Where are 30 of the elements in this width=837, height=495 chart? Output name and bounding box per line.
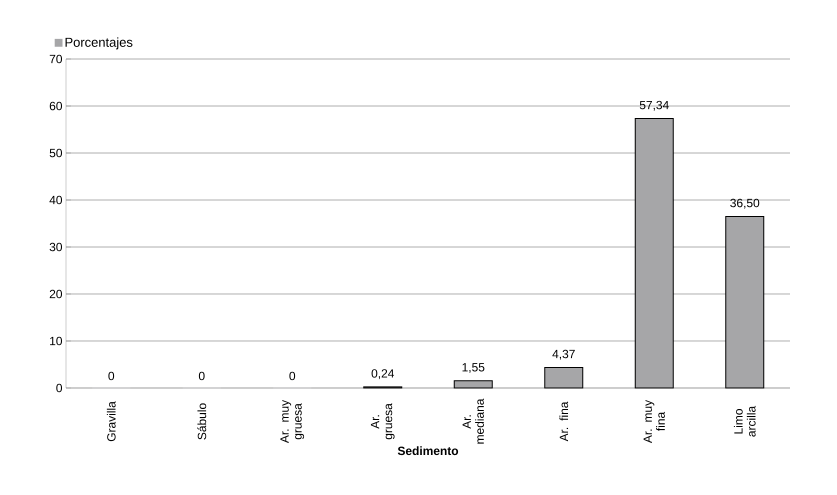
bar <box>634 118 674 388</box>
x-tick-label: Sábulo <box>197 403 206 440</box>
y-tick-label: 60 <box>50 102 62 110</box>
data-label: 57,34 <box>640 100 669 111</box>
legend-label: Porcentajes <box>66 37 132 50</box>
y-tick-label: 10 <box>50 336 62 346</box>
x-tick-label: Ar. muy fina <box>644 400 665 444</box>
x-tick-label: Limo arcilla <box>734 406 756 437</box>
bar <box>544 366 584 388</box>
y-tick-label: 20 <box>50 290 62 298</box>
data-label: 0 <box>198 372 205 380</box>
data-label: 4,37 <box>552 350 575 360</box>
x-tick-label: Ar. muy gruesa <box>280 400 304 444</box>
x-tick-label: Ar. gruesa <box>370 403 395 440</box>
x-tick-label: Gravilla <box>106 401 116 442</box>
data-label: 1,55 <box>462 363 484 373</box>
x-tick-label: Ar. fina <box>559 402 568 442</box>
data-label: 0 <box>289 372 296 380</box>
bar <box>725 216 764 388</box>
data-label: 36,50 <box>730 198 760 209</box>
y-tick-label: 70 <box>50 54 62 64</box>
y-tick-label: 50 <box>50 148 62 158</box>
x-axis-title: Sedimento <box>398 446 458 456</box>
data-label: 0,24 <box>372 369 394 380</box>
y-tick-label: 40 <box>49 196 62 204</box>
bar <box>454 380 493 388</box>
y-tick-label: 0 <box>56 384 62 392</box>
x-tick-label: Ar. mediana <box>462 398 484 444</box>
data-label: 0 <box>108 372 114 380</box>
y-tick-label: 30 <box>50 242 62 252</box>
